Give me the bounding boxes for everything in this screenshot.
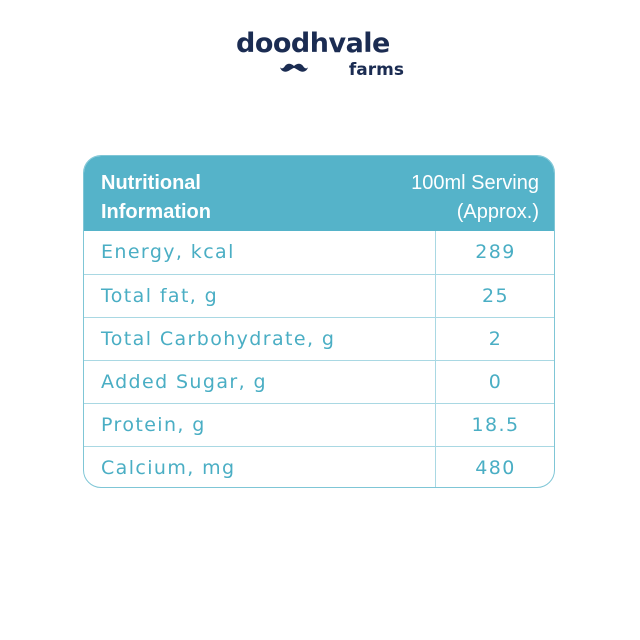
header-title: Nutritional Information (101, 172, 211, 223)
header-serving: 100ml Serving (Approx.) (339, 169, 539, 227)
nutrient-label: Calcium, mg (101, 457, 236, 479)
nutrient-value: 25 (482, 285, 509, 307)
brand-subtitle: farms (348, 60, 404, 80)
nutrient-label: Total Carbohydrate, g (101, 328, 336, 350)
column-divider (435, 231, 436, 487)
nutrient-label: Energy, kcal (101, 241, 235, 263)
nutrient-value: 289 (475, 241, 516, 263)
table-row: Added Sugar, g 0 (84, 360, 554, 403)
nutrient-value: 0 (488, 371, 503, 393)
brand-name: doodhvale (236, 28, 390, 59)
table-header: Nutritional Information 100ml Serving (A… (84, 156, 554, 231)
nutrient-value: 18.5 (471, 414, 520, 436)
table-row: Protein, g 18.5 (84, 403, 554, 446)
table-row: Total Carbohydrate, g 2 (84, 317, 554, 360)
mustache-icon (280, 63, 308, 72)
table-row: Energy, kcal 289 (84, 231, 554, 274)
nutrient-label: Protein, g (101, 414, 206, 436)
table-row: Calcium, mg 480 (84, 446, 554, 487)
header-serving-note: (Approx.) (456, 201, 539, 223)
nutrition-table: Nutritional Information 100ml Serving (A… (83, 155, 555, 488)
nutrient-value: 2 (488, 328, 503, 350)
table-row: Total fat, g 25 (84, 274, 554, 317)
header-serving-size: 100ml Serving (411, 172, 539, 194)
nutrient-value: 480 (475, 457, 516, 479)
brand-logo: doodhvale farms (236, 26, 406, 82)
nutrient-label: Total fat, g (101, 285, 219, 307)
nutrient-label: Added Sugar, g (101, 371, 267, 393)
